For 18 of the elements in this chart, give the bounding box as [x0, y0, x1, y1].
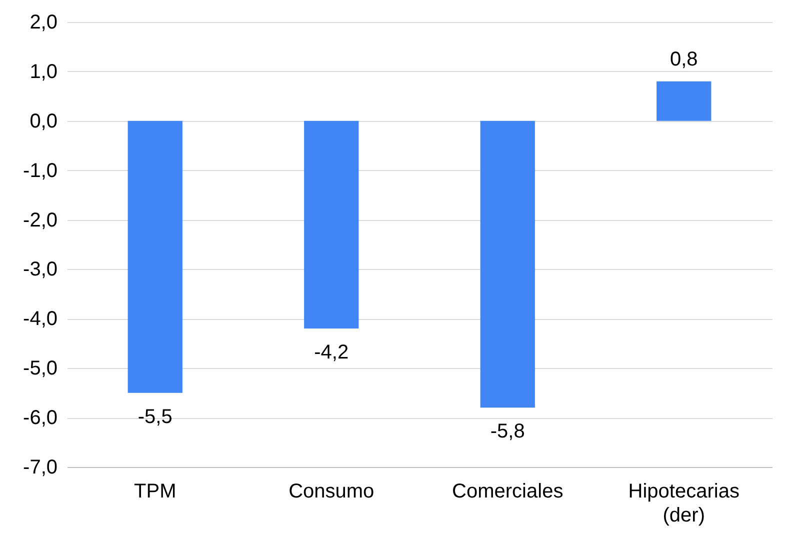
x-tick-label: Consumo	[288, 480, 374, 502]
y-tick-label: -5,0	[23, 358, 58, 380]
y-tick-label: 0,0	[30, 110, 58, 132]
y-tick-label: 2,0	[30, 12, 58, 34]
data-label: 0,8	[670, 48, 698, 70]
y-tick-label: -7,0	[23, 456, 58, 478]
y-tick-label: -2,0	[23, 209, 58, 232]
data-label: -5,5	[138, 406, 172, 428]
x-tick-label: TPM	[134, 480, 176, 502]
data-label: -4,2	[314, 342, 349, 364]
y-tick-label: -3,0	[23, 258, 58, 281]
x-tick-label: Comerciales	[452, 480, 564, 502]
y-tick-label: -6,0	[23, 407, 58, 430]
data-label: -5,8	[490, 420, 525, 443]
y-tick-label: -4,0	[23, 308, 58, 330]
y-tick-label: -1,0	[23, 160, 58, 182]
x-tick-label: Hipotecarias (der)	[628, 480, 740, 526]
y-tick-label: 1,0	[30, 60, 58, 83]
